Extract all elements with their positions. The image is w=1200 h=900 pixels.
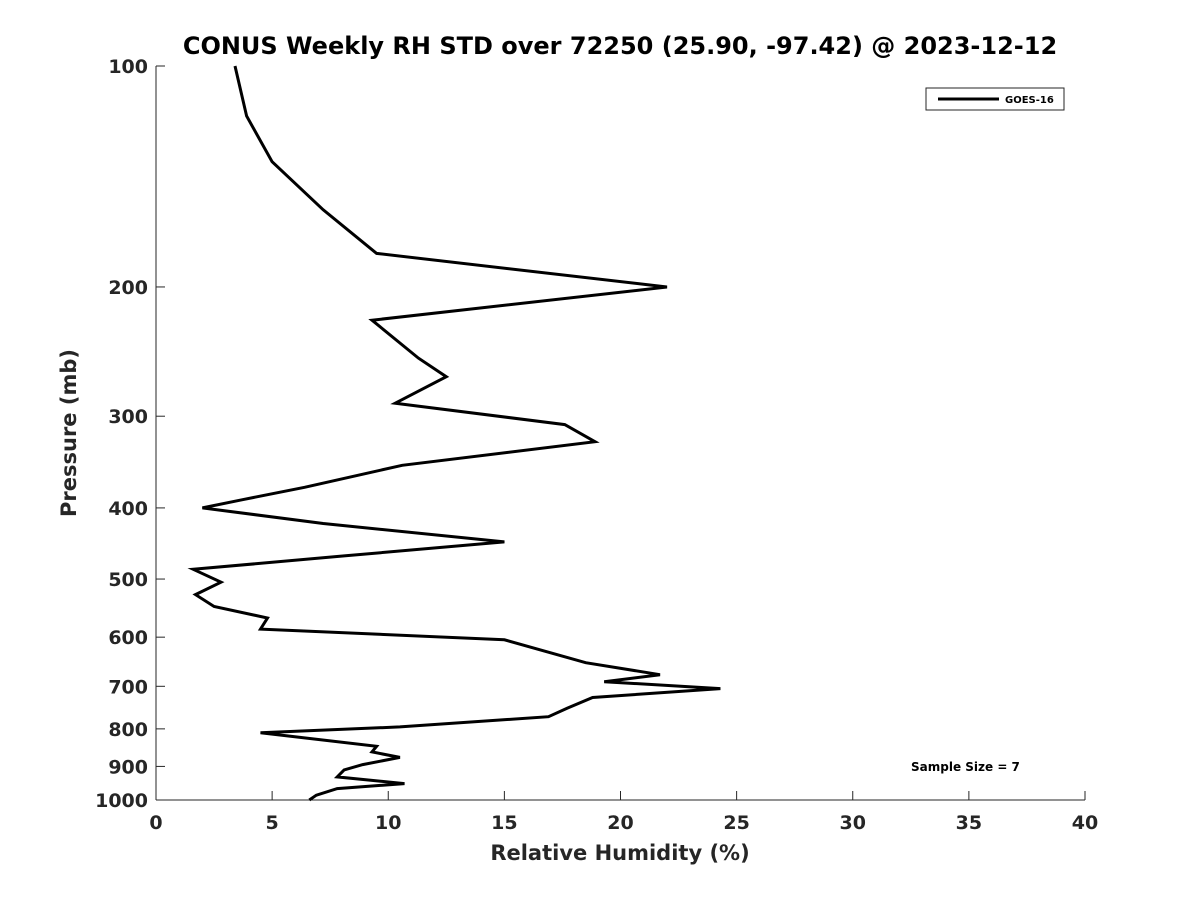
x-tick-label: 40	[1072, 812, 1098, 834]
y-ticks: 100 200 300 400 500 600 700 800 900 1000	[95, 56, 165, 812]
x-tick-label: 5	[266, 812, 279, 834]
y-tick-label: 900	[108, 756, 148, 778]
y-tick-label: 600	[108, 627, 148, 649]
legend-label: GOES-16	[1005, 95, 1054, 106]
x-tick-label: 0	[149, 812, 162, 834]
x-tick-label: 25	[723, 812, 749, 834]
y-tick-label: 700	[108, 676, 148, 698]
x-axis-label: Relative Humidity (%)	[490, 841, 749, 865]
x-tick-label: 10	[375, 812, 401, 834]
y-axis-label: Pressure (mb)	[57, 349, 81, 517]
y-tick-label: 400	[108, 498, 148, 520]
y-tick-label: 500	[108, 569, 148, 591]
x-tick-label: 15	[491, 812, 517, 834]
y-tick-label: 1000	[95, 790, 148, 812]
legend: GOES-16	[925, 87, 1065, 111]
y-tick-label: 300	[108, 406, 148, 428]
y-tick-label: 800	[108, 719, 148, 741]
plot-area: 0 5 10 15 20 25 30 35 40 100 200 300 400 500 600 700 80…	[95, 56, 1098, 834]
y-tick-label: 200	[108, 277, 148, 299]
x-tick-label: 20	[607, 812, 633, 834]
x-ticks: 0 5 10 15 20 25 30 35 40	[149, 791, 1098, 834]
chart-title: CONUS Weekly RH STD over 72250 (25.90, -…	[183, 32, 1057, 60]
x-tick-label: 35	[956, 812, 982, 834]
x-tick-label: 30	[840, 812, 866, 834]
series-line-goes-16	[187, 65, 721, 802]
y-tick-label: 100	[108, 56, 148, 78]
sample-size-annotation: Sample Size = 7	[911, 760, 1020, 774]
